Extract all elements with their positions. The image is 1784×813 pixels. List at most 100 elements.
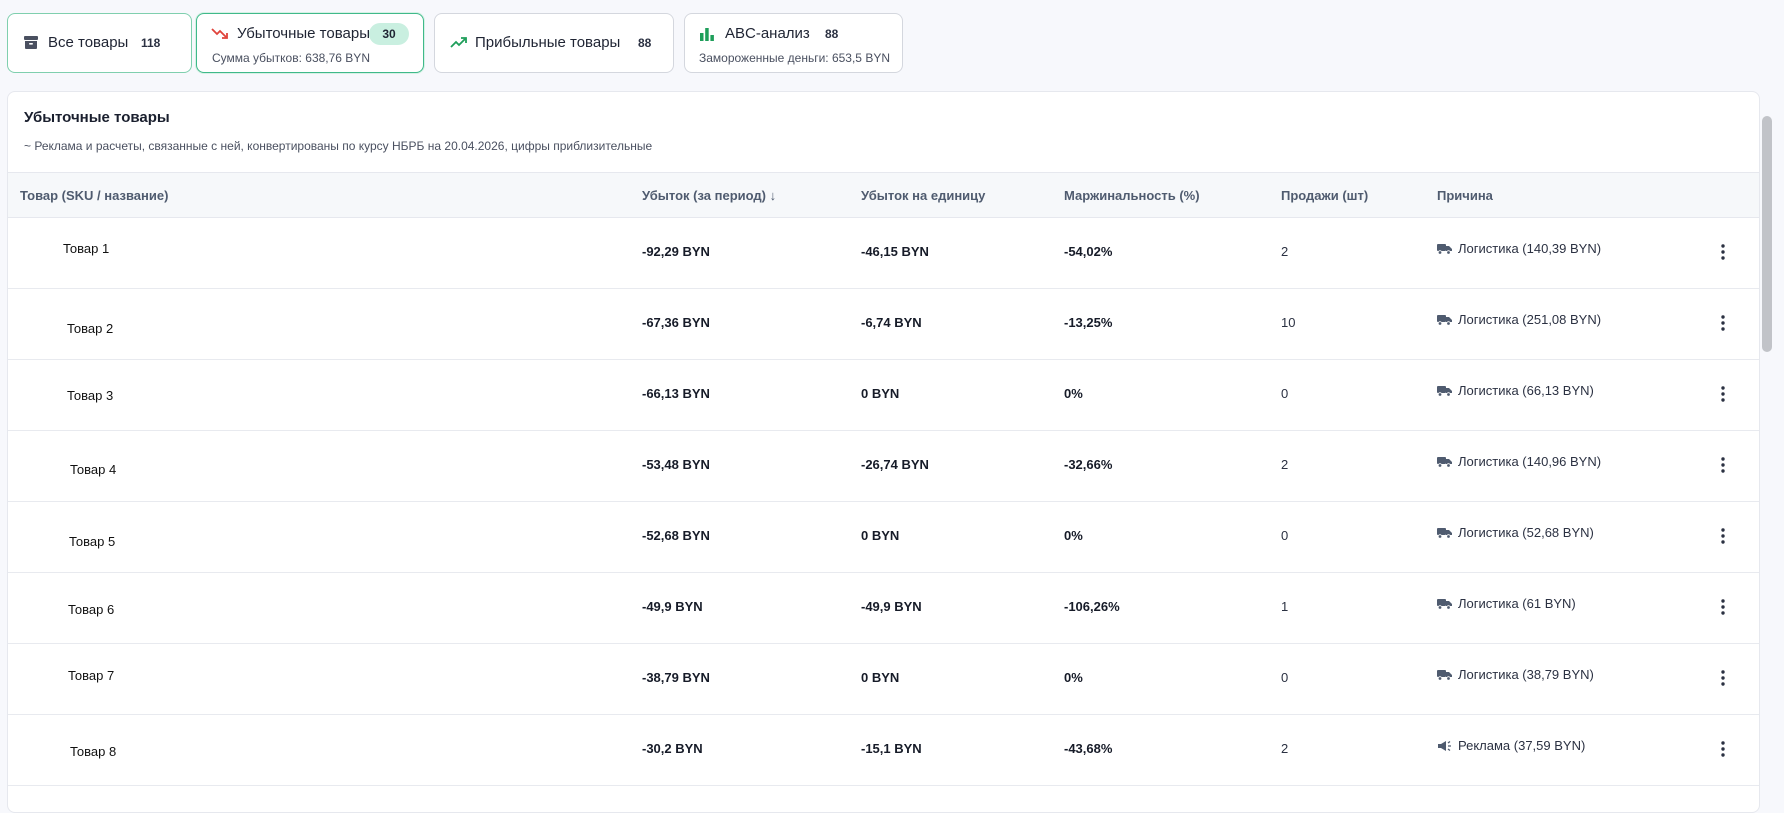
loss-per-unit: -26,74 BYN — [861, 457, 929, 472]
tab-label: Прибыльные товары — [475, 34, 621, 51]
reason-text: Логистика (251,08 BYN) — [1458, 312, 1602, 327]
tab-count: 88 — [825, 27, 839, 41]
table-row[interactable]: Товар 4 -53,48 BYN -26,74 BYN -32,66% 2 Логис… — [8, 430, 1759, 502]
loss-reason: Логистика (66,13 BYN) — [1437, 383, 1594, 398]
row-menu-icon[interactable] — [1715, 669, 1731, 687]
column-loss-period[interactable]: Убыток (за период) ↓ — [642, 188, 777, 203]
margin-value: 0% — [1064, 528, 1083, 543]
sales-count: 2 — [1281, 244, 1289, 259]
table-row[interactable]: Товар 3 -66,13 BYN 0 BYN 0% 0 Логистика (66,1… — [8, 359, 1759, 431]
margin-value: -43,68% — [1064, 741, 1113, 756]
table-row[interactable]: Товар 5 -52,68 BYN 0 BYN 0% 0 Логистика (52,6… — [8, 501, 1759, 573]
reason-text: Логистика (66,13 BYN) — [1458, 383, 1594, 398]
loss-period: -30,2 BYN — [642, 741, 703, 756]
column-reason[interactable]: Причина — [1437, 188, 1493, 203]
tab-label: Убыточные товары — [237, 25, 370, 42]
sales-count: 2 — [1281, 457, 1289, 472]
row-menu-icon[interactable] — [1715, 456, 1731, 474]
loss-reason: Логистика (140,39 BYN) — [1437, 241, 1601, 256]
loss-per-unit: -49,9 BYN — [861, 599, 922, 614]
table-header: Товар (SKU / название) Убыток (за период… — [8, 172, 1759, 218]
sales-count: 2 — [1281, 741, 1289, 756]
row-menu-icon[interactable] — [1715, 314, 1731, 332]
product-name[interactable]: Товар 6 — [68, 602, 115, 617]
tab-count-badge: 30 — [369, 23, 409, 45]
margin-value: -13,25% — [1064, 315, 1113, 330]
tab-subtitle: Сумма убытков: 638,76 BYN — [212, 51, 370, 65]
loss-period: -67,36 BYN — [642, 315, 710, 330]
loss-reason: Логистика (251,08 BYN) — [1437, 312, 1601, 327]
trend-up-icon — [450, 35, 468, 54]
archive-icon — [23, 34, 39, 55]
margin-value: -32,66% — [1064, 457, 1113, 472]
truck-icon — [1437, 312, 1458, 327]
table-row[interactable]: Товар 6 -49,9 BYN -49,9 BYN -106,26% 1 Логист… — [8, 572, 1759, 644]
tab-count: 88 — [638, 36, 652, 50]
tab-subtitle: Замороженные деньги: 653,5 BYN — [699, 51, 890, 65]
truck-icon — [1437, 525, 1458, 540]
table-row[interactable]: Товар 2 -67,36 BYN -6,74 BYN -13,25% 10 Логис… — [8, 288, 1759, 360]
reason-text: Реклама (37,59 BYN) — [1458, 738, 1586, 753]
megaphone-icon — [1437, 738, 1458, 753]
margin-value: 0% — [1064, 386, 1083, 401]
truck-icon — [1437, 454, 1458, 469]
reason-text: Логистика (61 BYN) — [1458, 596, 1576, 611]
loss-per-unit: -46,15 BYN — [861, 244, 929, 259]
sales-count: 0 — [1281, 528, 1289, 543]
product-name[interactable]: Товар 4 — [70, 462, 117, 477]
loss-per-unit: -15,1 BYN — [861, 741, 922, 756]
loss-per-unit: 0 BYN — [861, 386, 900, 401]
margin-value: -106,26% — [1064, 599, 1120, 614]
product-name[interactable]: Товар 3 — [67, 388, 114, 403]
tab-profit-products[interactable]: Прибыльные товары 88 — [434, 13, 674, 73]
loss-reason: Логистика (61 BYN) — [1437, 596, 1576, 611]
tab-label: Все товары — [48, 34, 129, 51]
tab-label: ABC-анализ — [725, 25, 810, 42]
column-sales[interactable]: Продажи (шт) — [1281, 188, 1369, 203]
product-name[interactable]: Товар 5 — [69, 534, 116, 549]
product-name[interactable]: Товар 1 — [63, 241, 110, 256]
truck-icon — [1437, 596, 1458, 611]
loss-products-card: Убыточные товары ~ Реклама и расчеты, св… — [7, 91, 1760, 813]
column-loss-per-unit[interactable]: Убыток на единицу — [861, 188, 986, 203]
tab-abc-analysis[interactable]: ABC-анализ 88 Замороженные деньги: 653,5… — [684, 13, 903, 73]
loss-period: -66,13 BYN — [642, 386, 710, 401]
loss-reason: Логистика (140,96 BYN) — [1437, 454, 1601, 469]
loss-reason: Логистика (52,68 BYN) — [1437, 525, 1594, 540]
row-menu-icon[interactable] — [1715, 598, 1731, 616]
scrollbar-thumb[interactable] — [1762, 116, 1772, 352]
column-margin[interactable]: Маржинальность (%) — [1064, 188, 1200, 203]
truck-icon — [1437, 241, 1458, 256]
table-row[interactable]: Товар 8 -30,2 BYN -15,1 BYN -43,68% 2 Реклама… — [8, 714, 1759, 786]
row-menu-icon[interactable] — [1715, 740, 1731, 758]
column-product[interactable]: Товар (SKU / название) — [20, 188, 169, 203]
tab-loss-products[interactable]: Убыточные товары 30 Сумма убытков: 638,7… — [196, 13, 424, 73]
truck-icon — [1437, 383, 1458, 398]
row-menu-icon[interactable] — [1715, 527, 1731, 545]
reason-text: Логистика (52,68 BYN) — [1458, 525, 1594, 540]
loss-period: -53,48 BYN — [642, 457, 710, 472]
currency-note: ~ Реклама и расчеты, связанные с ней, ко… — [24, 139, 653, 153]
loss-period: -38,79 BYN — [642, 670, 710, 685]
sales-count: 0 — [1281, 386, 1289, 401]
reason-text: Логистика (140,96 BYN) — [1458, 454, 1602, 469]
truck-icon — [1437, 667, 1458, 682]
tab-count: 118 — [141, 36, 161, 50]
table-row[interactable]: Товар 7 -38,79 BYN 0 BYN 0% 0 Логистика (38,7… — [8, 643, 1759, 715]
product-name[interactable]: Товар 8 — [70, 744, 117, 759]
sales-count: 0 — [1281, 670, 1289, 685]
row-menu-icon[interactable] — [1715, 385, 1731, 403]
reason-text: Логистика (38,79 BYN) — [1458, 667, 1594, 682]
product-name[interactable]: Товар 7 — [68, 668, 115, 683]
loss-reason: Реклама (37,59 BYN) — [1437, 738, 1585, 753]
row-menu-icon[interactable] — [1715, 243, 1731, 261]
product-name[interactable]: Товар 2 — [67, 321, 114, 336]
loss-reason: Логистика (38,79 BYN) — [1437, 667, 1594, 682]
table-row[interactable]: Товар 1 -92,29 BYN -46,15 BYN -54,02% 2 Логис… — [8, 217, 1759, 289]
loss-period: -92,29 BYN — [642, 244, 710, 259]
loss-period: -52,68 BYN — [642, 528, 710, 543]
loss-per-unit: 0 BYN — [861, 670, 900, 685]
trend-down-icon — [211, 27, 229, 46]
sales-count: 10 — [1281, 315, 1296, 330]
tab-all-products[interactable]: Все товары 118 — [7, 13, 192, 73]
